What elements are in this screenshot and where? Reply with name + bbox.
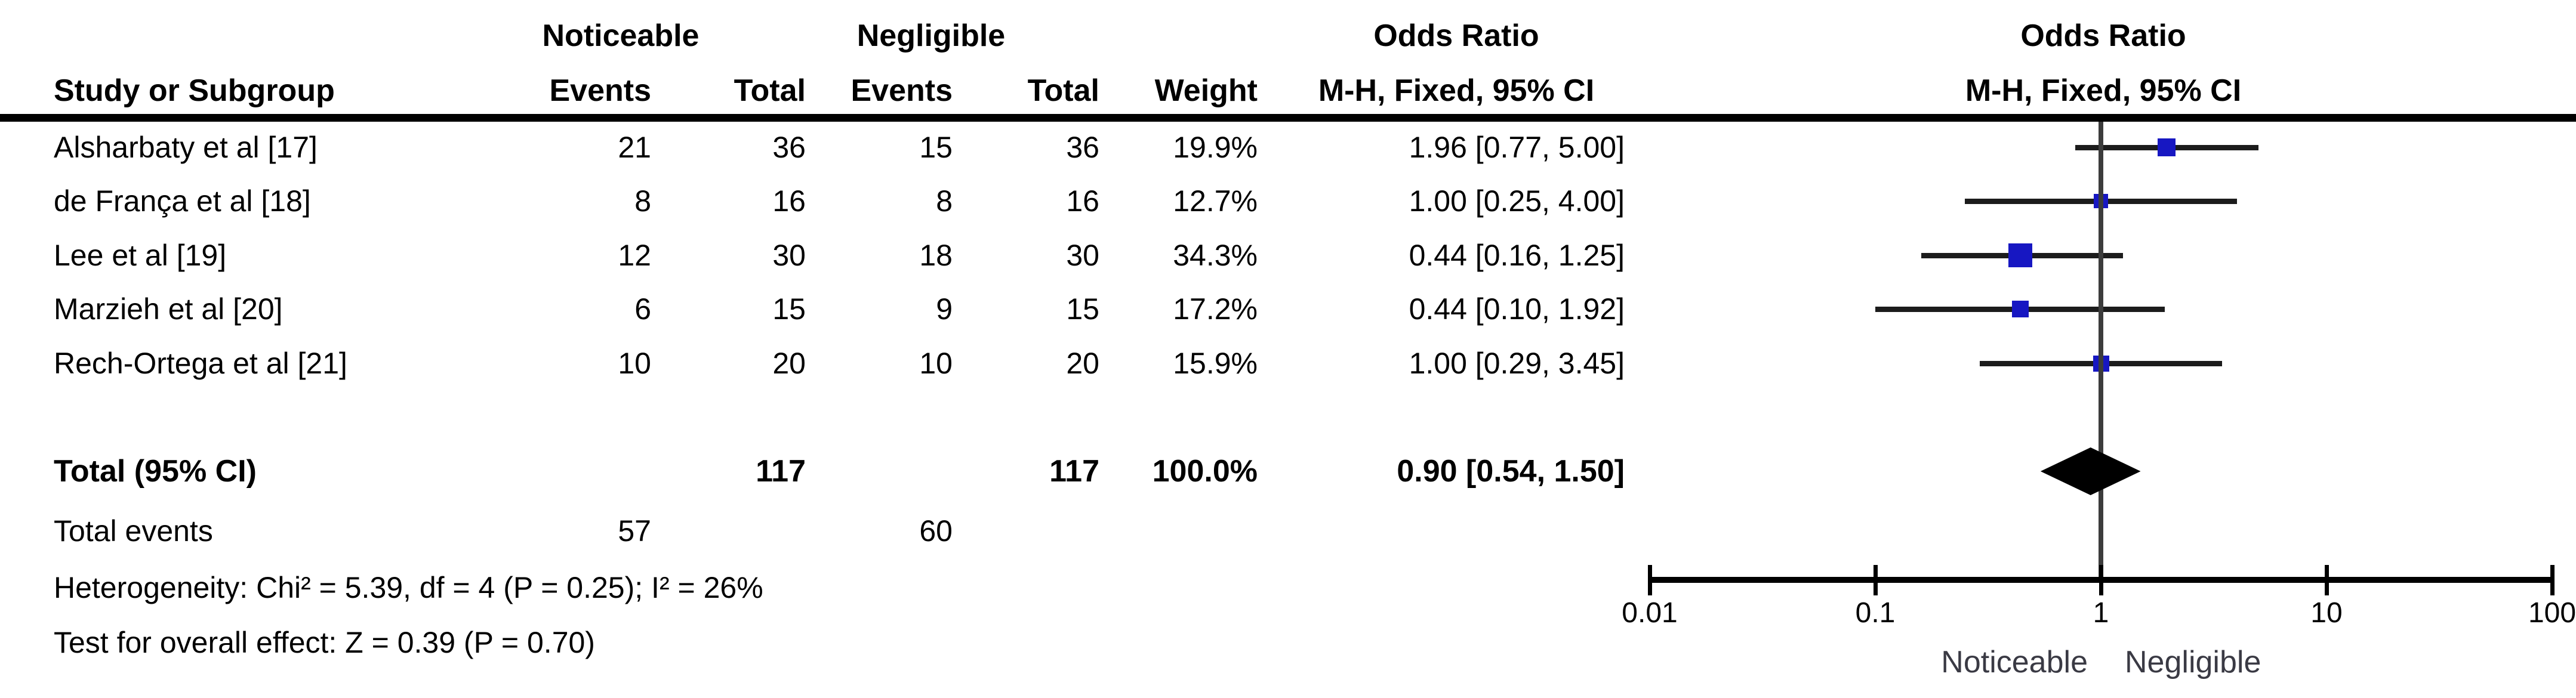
null-effect-line [2099, 122, 2103, 577]
axis-label-negligible: Negligible [2125, 645, 2261, 680]
events-negligible-value: 15 [919, 131, 953, 164]
study-name: Alsharbaty et al [17] [54, 131, 318, 164]
or-ci-value: 1.96 [0.77, 5.00] [1409, 131, 1625, 164]
study-name: de França et al [18] [54, 184, 311, 218]
axis-tick [2550, 565, 2555, 595]
total-events-negligible: 60 [919, 514, 953, 548]
weight-value: 17.2% [1173, 292, 1258, 326]
odds-ratio-marker [2012, 301, 2029, 317]
events-negligible-value: 10 [919, 347, 953, 380]
events-noticeable-value: 8 [634, 184, 651, 218]
total1-column-header: Total [734, 73, 806, 108]
weight-value: 19.9% [1173, 131, 1258, 164]
total-negligible-value: 20 [1066, 347, 1099, 380]
total-noticeable-value: 30 [772, 239, 806, 272]
axis-tick [1873, 565, 1878, 595]
odds-ratio-marker [2158, 138, 2176, 156]
axis-tick-label: 0.01 [1622, 597, 1678, 629]
study-name: Marzieh et al [20] [54, 292, 283, 326]
total-events-noticeable: 57 [618, 514, 651, 548]
overall-effect-stats: Test for overall effect: Z = 0.39 (P = 0… [54, 626, 595, 659]
total-negligible-value: 30 [1066, 239, 1099, 272]
or-plot-title: Odds Ratio [2020, 18, 2186, 53]
total-events-label: Total events [54, 514, 213, 548]
events1-column-header: Events [549, 73, 651, 108]
study-name: Rech-Ortega et al [21] [54, 347, 347, 380]
axis-tick [1647, 565, 1652, 595]
axis-tick-label: 100 [2528, 597, 2576, 629]
total-row-total1: 117 [756, 454, 806, 489]
axis-tick-label: 1 [2093, 597, 2109, 629]
weight-value: 34.3% [1173, 239, 1258, 272]
axis-tick [2324, 565, 2329, 595]
events-noticeable-value: 21 [618, 131, 651, 164]
or-ci-value: 0.44 [0.16, 1.25] [1409, 239, 1625, 272]
or-plot-subtitle: M-H, Fixed, 95% CI [1965, 73, 2242, 108]
or-column-subtitle: M-H, Fixed, 95% CI [1318, 73, 1595, 108]
axis-tick-label: 10 [2310, 597, 2343, 629]
events-noticeable-value: 12 [618, 239, 651, 272]
total-negligible-value: 15 [1066, 292, 1099, 326]
column-group-negligible: Negligible [856, 18, 1006, 53]
or-column-title: Odds Ratio [1373, 18, 1539, 53]
weight-column-header: Weight [1154, 73, 1258, 108]
total-row-weight: 100.0% [1152, 454, 1258, 489]
total2-column-header: Total [1027, 73, 1099, 108]
total-negligible-value: 36 [1066, 131, 1099, 164]
events-negligible-value: 9 [936, 292, 953, 326]
or-ci-value: 1.00 [0.25, 4.00] [1409, 184, 1625, 218]
column-group-noticeable: Noticeable [542, 18, 700, 53]
total-row-ci: 0.90 [0.54, 1.50] [1397, 454, 1625, 489]
events2-column-header: Events [851, 73, 953, 108]
study-name: Lee et al [19] [54, 239, 227, 272]
events-noticeable-value: 6 [634, 292, 651, 326]
axis-label-noticeable: Noticeable [1941, 645, 2088, 680]
total-noticeable-value: 16 [772, 184, 806, 218]
total-effect-diamond [2040, 447, 2141, 495]
total-noticeable-value: 15 [772, 292, 806, 326]
weight-value: 15.9% [1173, 347, 1258, 380]
study-column-header: Study or Subgroup [54, 73, 335, 108]
events-negligible-value: 8 [936, 184, 953, 218]
total-row-label: Total (95% CI) [54, 454, 257, 489]
events-negligible-value: 18 [919, 239, 953, 272]
axis-tick-label: 0.1 [1855, 597, 1896, 629]
total-row-total2: 117 [1049, 454, 1099, 489]
or-ci-value: 0.44 [0.10, 1.92] [1409, 292, 1625, 326]
odds-ratio-marker [2008, 243, 2033, 267]
heterogeneity-stats: Heterogeneity: Chi² = 5.39, df = 4 (P = … [54, 571, 763, 604]
total-noticeable-value: 20 [772, 347, 806, 380]
total-noticeable-value: 36 [772, 131, 806, 164]
axis-tick [2099, 565, 2103, 595]
total-negligible-value: 16 [1066, 184, 1099, 218]
header-divider-rule [0, 114, 2576, 122]
events-noticeable-value: 10 [618, 347, 651, 380]
or-ci-value: 1.00 [0.29, 3.45] [1409, 347, 1625, 380]
weight-value: 12.7% [1173, 184, 1258, 218]
